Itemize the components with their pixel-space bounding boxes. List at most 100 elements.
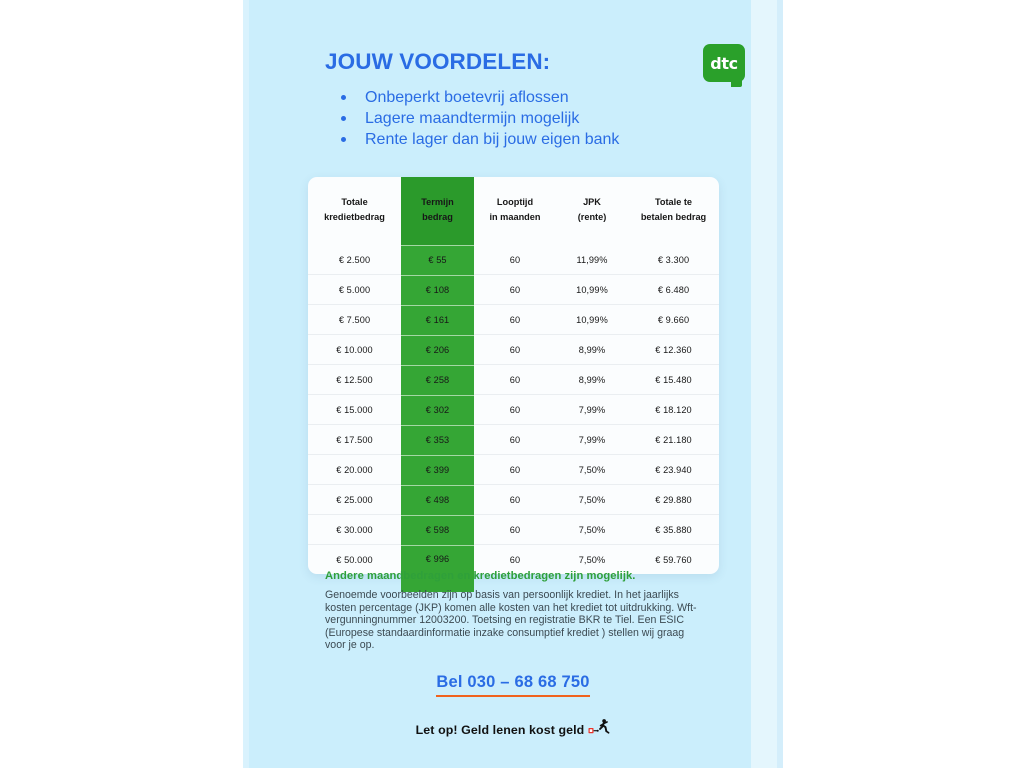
- table-row: € 7.500 € 161 60 10,99% € 9.660: [308, 304, 719, 335]
- cell-looptijd: 60: [474, 364, 556, 395]
- header-line-2: in maanden: [489, 212, 541, 222]
- table-row: € 10.000 € 206 60 8,99% € 12.360: [308, 334, 719, 365]
- cell-totaal: € 18.120: [628, 394, 719, 425]
- header-line-2: kredietbedrag: [324, 212, 385, 222]
- benefit-label: Lagere maandtermijn mogelijk: [365, 109, 580, 127]
- cell-totaal: € 6.480: [628, 274, 719, 305]
- cell-krediet: € 10.000: [308, 334, 401, 365]
- cell-totaal: € 21.180: [628, 424, 719, 455]
- cell-looptijd: 60: [474, 484, 556, 515]
- cell-jkp: 8,99%: [556, 364, 628, 395]
- cell-termijn: € 161: [401, 304, 474, 335]
- table-row: € 12.500 € 258 60 8,99% € 15.480: [308, 364, 719, 395]
- table-row: € 2.500 € 55 60 11,99% € 3.300: [308, 245, 719, 275]
- cell-termijn: € 353: [401, 424, 474, 455]
- cell-looptijd: 60: [474, 514, 556, 545]
- header-line-1: JPK: [583, 197, 601, 207]
- page-title: JOUW VOORDELEN:: [325, 49, 551, 74]
- cell-jkp: 7,50%: [556, 454, 628, 485]
- cell-looptijd: 60: [474, 274, 556, 305]
- cell-jkp: 7,50%: [556, 514, 628, 545]
- cell-krediet: € 15.000: [308, 394, 401, 425]
- cell-krediet: € 5.000: [308, 274, 401, 305]
- header-line-1: Totale: [341, 197, 368, 207]
- cell-termijn: € 258: [401, 364, 474, 395]
- bullet-icon: [341, 94, 346, 100]
- cell-jkp: 11,99%: [576, 254, 608, 265]
- column-header-krediet: Totale kredietbedrag: [308, 177, 401, 245]
- list-item: Rente lager dan bij jouw eigen bank: [337, 129, 747, 150]
- header-line-1: Totale te: [654, 197, 693, 207]
- cell-looptijd: 60: [474, 304, 556, 335]
- header: JOUW VOORDELEN: Onbeperkt boetevrij aflo…: [243, 0, 783, 150]
- benefit-label: Rente lager dan bij jouw eigen bank: [365, 130, 620, 148]
- cell-looptijd: 60: [474, 424, 556, 455]
- cell-jkp: 10,99%: [556, 304, 628, 335]
- header-line-2: bedrag: [422, 212, 453, 222]
- cell-termijn: € 55: [401, 245, 474, 275]
- cell-krediet: € 50.000: [308, 544, 401, 574]
- cell-krediet: € 17.500: [308, 424, 401, 455]
- cell-krediet: € 12.500: [308, 364, 401, 395]
- cell-jkp: 7,50%: [556, 544, 628, 574]
- cell-totaal: € 59.760: [628, 544, 719, 574]
- phone-cta[interactable]: Bel 030 – 68 68 750: [243, 673, 783, 697]
- cell-krediet: € 2.500: [338, 254, 371, 265]
- list-item: Onbeperkt boetevrij aflossen: [337, 87, 747, 108]
- cell-krediet: € 20.000: [308, 454, 401, 485]
- cell-looptijd: 60: [474, 334, 556, 365]
- table-row: € 5.000 € 108 60 10,99% € 6.480: [308, 274, 719, 305]
- cell-jkp: 7,50%: [556, 484, 628, 515]
- cell-looptijd: 60: [509, 254, 521, 265]
- cell-totaal: € 3.300: [657, 254, 690, 265]
- cell-totaal: € 23.940: [628, 454, 719, 485]
- highlight-column-extension: [401, 572, 474, 592]
- table-row: € 20.000 € 399 60 7,50% € 23.940: [308, 454, 719, 485]
- cell-krediet: € 7.500: [308, 304, 401, 335]
- cell-termijn: € 399: [401, 454, 474, 485]
- table-row: € 30.000 € 598 60 7,50% € 35.880: [308, 514, 719, 545]
- warning-text: Let op! Geld lenen kost geld: [415, 722, 585, 737]
- table-header-row: Totale kredietbedrag Termijn bedrag Loop…: [308, 177, 719, 245]
- logo-bubble-tail: [731, 77, 742, 87]
- cell-totaal: € 29.880: [628, 484, 719, 515]
- disclaimer-heading: Andere maandbedragen en kredietbedragen …: [325, 570, 636, 582]
- benefit-label: Onbeperkt boetevrij aflossen: [365, 88, 569, 106]
- disclaimer-body: Genoemde voorbeelden zijn op basis van p…: [325, 589, 697, 652]
- cell-jkp: 7,99%: [556, 424, 628, 455]
- cell-totaal: € 15.480: [628, 364, 719, 395]
- loan-warning: Let op! Geld lenen kost geld: [243, 719, 783, 740]
- cell-krediet: € 25.000: [308, 484, 401, 515]
- cell-jkp: 8,99%: [556, 334, 628, 365]
- header-line-1: Looptijd: [496, 197, 534, 207]
- ball-and-chain-runner-icon: [588, 719, 610, 740]
- disclaimer: Andere maandbedragen en kredietbedragen …: [325, 570, 715, 652]
- cell-looptijd: 60: [474, 394, 556, 425]
- cell-jkp: 10,99%: [556, 274, 628, 305]
- cell-krediet: € 30.000: [308, 514, 401, 545]
- content-panel: JOUW VOORDELEN: Onbeperkt boetevrij aflo…: [243, 0, 783, 768]
- cell-totaal: € 9.660: [628, 304, 719, 335]
- cell-termijn: € 206: [401, 334, 474, 365]
- rate-table-card: Totale kredietbedrag Termijn bedrag Loop…: [308, 177, 719, 592]
- dtc-logo: dtc: [703, 44, 745, 87]
- cell-jkp: 7,99%: [556, 394, 628, 425]
- cell-totaal: € 35.880: [628, 514, 719, 545]
- header-line-2: betalen bedrag: [640, 212, 707, 222]
- cell-looptijd: 60: [474, 454, 556, 485]
- list-item: Lagere maandtermijn mogelijk: [337, 108, 747, 129]
- column-header-termijn: Termijn bedrag: [401, 177, 474, 245]
- phone-number-link[interactable]: Bel 030 – 68 68 750: [436, 673, 590, 697]
- table-row: € 25.000 € 498 60 7,50% € 29.880: [308, 484, 719, 515]
- header-line-2: (rente): [577, 212, 607, 222]
- column-header-totaal: Totale te betalen bedrag: [628, 177, 719, 245]
- rate-table: Totale kredietbedrag Termijn bedrag Loop…: [308, 177, 719, 574]
- logo-wordmark: dtc: [710, 53, 738, 73]
- cell-totaal: € 12.360: [628, 334, 719, 365]
- cell-termijn: € 996: [401, 544, 474, 574]
- table-row: € 50.000 € 996 60 7,50% € 59.760: [308, 544, 719, 574]
- table-row: € 17.500 € 353 60 7,99% € 21.180: [308, 424, 719, 455]
- rate-table-body: € 2.500 € 55 60 11,99% € 3.300 € 5.000 € 108 60…: [308, 245, 719, 574]
- logo-bubble-shape: [703, 44, 745, 82]
